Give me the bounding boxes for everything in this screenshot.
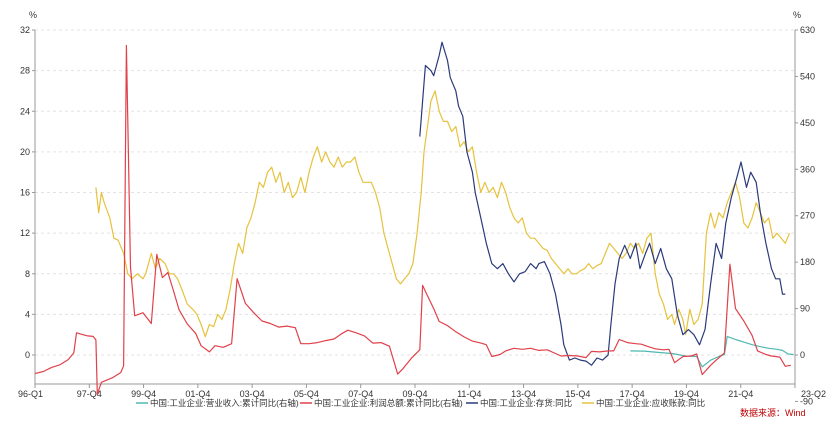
x-tick-label: 99-Q4 <box>131 389 156 399</box>
legend-label: 中国:工业企业:存货:同比 <box>480 398 572 408</box>
x-tick-label: 17-Q4 <box>620 389 645 399</box>
source-note: 数据来源：Wind <box>740 407 806 418</box>
left-tick-label: 28 <box>20 66 30 76</box>
left-axis-ticks: 32 28 24 20 16 12 8 4 0 <box>20 25 35 360</box>
legend-label: 中国:工业企业:营业收入:累计同比(右轴) <box>150 398 299 408</box>
series-line <box>630 335 794 368</box>
right-tick-label: 0 <box>800 350 805 360</box>
legend-label: 中国:工业企业:利润总额:累计同比(右轴) <box>314 398 463 408</box>
legend-item: 中国:工业企业:营业收入:累计同比(右轴) <box>136 398 299 408</box>
x-tick-label: 23-Q2 <box>801 389 826 399</box>
axes: % % <box>29 10 801 385</box>
right-tick-label: 270 <box>800 211 815 221</box>
x-tick-label: 21-Q4 <box>728 389 753 399</box>
series-line <box>419 41 786 366</box>
right-tick-label: 90 <box>800 304 810 314</box>
series-line <box>95 90 791 338</box>
x-tick-label: 09-Q4 <box>402 389 427 399</box>
left-tick-label: 24 <box>20 106 30 116</box>
legend-item: 中国:工业企业:应收账款:同比 <box>582 398 705 408</box>
left-axis-unit: % <box>29 10 37 20</box>
right-tick-label: 450 <box>800 118 815 128</box>
left-tick-label: 4 <box>25 309 30 319</box>
left-tick-label: 16 <box>20 188 30 198</box>
left-tick-label: 8 <box>25 269 30 279</box>
x-tick-label: 97-Q4 <box>77 389 102 399</box>
x-tick-label: 07-Q4 <box>348 389 373 399</box>
x-tick-label: 15-Q4 <box>565 389 590 399</box>
right-tick-label: 540 <box>800 71 815 81</box>
x-tick-label: 96-Q1 <box>18 389 43 399</box>
series-layer <box>34 41 794 395</box>
x-tick-label: 11-Q4 <box>457 389 481 399</box>
legend-item: 中国:工业企业:利润总额:累计同比(右轴) <box>300 398 463 408</box>
x-tick-label: 01-Q4 <box>185 389 210 399</box>
left-tick-label: 20 <box>20 147 30 157</box>
left-tick-label: 32 <box>20 25 30 35</box>
x-tick-label: 03-Q4 <box>240 389 265 399</box>
x-tick-label: 19-Q4 <box>674 389 699 399</box>
legend-label: 中国:工业企业:应收账款:同比 <box>596 398 705 408</box>
legend: 中国:工业企业:营业收入:累计同比(右轴) 中国:工业企业:利润总额:累计同比(右… <box>136 398 705 408</box>
left-tick-label: 12 <box>20 228 30 238</box>
right-tick-label: 630 <box>800 25 815 35</box>
right-tick-label: 360 <box>800 164 815 174</box>
x-tick-label: 13-Q4 <box>511 389 536 399</box>
left-tick-label: 0 <box>25 350 30 360</box>
x-tick-label: 05-Q4 <box>294 389 319 399</box>
right-tick-label: 180 <box>800 257 815 267</box>
series-line <box>34 44 791 395</box>
right-axis-ticks: 630 540 450 360 270 180 90 0 -90 <box>795 25 815 406</box>
x-axis-ticks: 96-Q1 97-Q4 99-Q4 01-Q4 03-Q4 05-Q4 07-Q4 09-Q4… <box>18 384 826 399</box>
gridlines <box>35 29 795 356</box>
right-axis-unit: % <box>793 10 801 20</box>
legend-item: 中国:工业企业:存货:同比 <box>466 398 572 408</box>
right-tick-label: -90 <box>800 396 813 406</box>
